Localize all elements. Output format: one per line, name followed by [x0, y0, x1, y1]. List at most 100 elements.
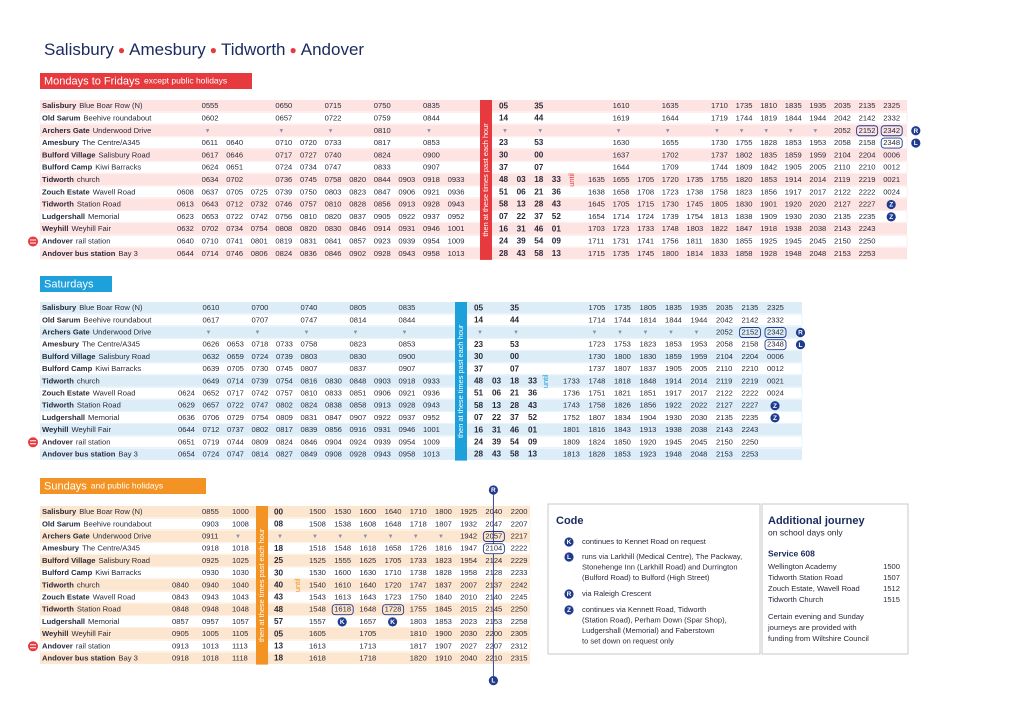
time: 1008	[232, 519, 249, 528]
time: 1928	[760, 249, 777, 258]
time: 1810	[410, 629, 427, 638]
no-stop-arrow: ▼	[788, 128, 794, 134]
time: 1953	[809, 138, 826, 147]
code-icon	[886, 199, 896, 210]
time: 2027	[460, 641, 477, 650]
timetable-row	[39, 210, 908, 223]
time: 1001	[448, 224, 465, 233]
time: 2222	[742, 389, 759, 398]
stop-name: Weyhill	[42, 425, 68, 434]
time: 1905	[665, 364, 682, 373]
stop-name: Weyhill	[42, 224, 68, 233]
no-stop-arrow: ▼	[312, 534, 318, 540]
timetable-row	[40, 652, 530, 664]
time: 0906	[374, 389, 391, 398]
code-icon	[488, 485, 498, 495]
time: 0639	[203, 364, 220, 373]
time: 1525	[309, 556, 326, 565]
time: 2325	[883, 101, 900, 110]
stop-name: Bulford Village	[42, 352, 95, 361]
time: 0722	[227, 401, 244, 410]
time: 2143	[834, 224, 851, 233]
time: 2052	[834, 126, 851, 135]
time: 1655	[613, 175, 630, 184]
time: 0820	[300, 224, 317, 233]
time: 1708	[637, 187, 654, 196]
time: 1755	[736, 138, 753, 147]
time: 0928	[399, 401, 416, 410]
time: 1803	[686, 224, 703, 233]
time: 1802	[736, 150, 753, 159]
stop-label: Zouch Estate Wavell Road	[42, 389, 135, 398]
time: 0742	[252, 389, 269, 398]
time: 0846	[325, 249, 342, 258]
stop-name: Tidworth	[42, 376, 74, 385]
time: 1930	[665, 413, 682, 422]
time: 2200	[511, 507, 528, 516]
time: 1837	[435, 580, 452, 589]
time: 0653	[202, 212, 219, 221]
time: 0937	[423, 212, 440, 221]
time: 0853	[423, 138, 440, 147]
time: 1001	[423, 425, 440, 434]
time: 1823	[736, 187, 753, 196]
time: 2030	[691, 413, 708, 422]
time: 1835	[665, 303, 682, 312]
time: 2152	[742, 328, 759, 337]
additional-stop: Zouch Estate, Wavell Road	[768, 584, 860, 593]
boxed-time	[764, 327, 787, 338]
time: 2014	[691, 376, 708, 385]
title-place: Andover	[301, 40, 365, 59]
stop-detail: The Centre/A345	[82, 340, 140, 349]
stop-label: Bulford Village Salisbury Road	[42, 556, 150, 565]
time: 0734	[226, 224, 243, 233]
time: 0623	[177, 212, 194, 221]
time: 0846	[349, 224, 366, 233]
stop-detail: church	[77, 580, 100, 589]
time: 1738	[686, 187, 703, 196]
time: 0747	[325, 163, 342, 172]
time: 0724	[275, 163, 292, 172]
time: 0739	[275, 187, 292, 196]
time: 0657	[275, 113, 292, 122]
time: 1901	[760, 200, 777, 209]
time: 1745	[686, 200, 703, 209]
stop-detail: Salisbury Road	[98, 352, 150, 361]
time: 0918	[202, 544, 219, 553]
time: 0736	[275, 175, 292, 184]
time: 14	[499, 114, 509, 123]
time: 0744	[227, 437, 244, 446]
time: 48	[274, 605, 284, 614]
timetable-row	[40, 198, 907, 210]
code-letter: K	[340, 619, 345, 626]
time: 1904	[640, 413, 657, 422]
time: 1813	[711, 212, 728, 221]
time: 0908	[325, 450, 342, 459]
time: 1009	[423, 437, 440, 446]
code-description: continues via Kennett Road, Tidworth	[582, 605, 706, 614]
time: 1747	[410, 580, 427, 589]
time: 44	[510, 315, 520, 324]
time: 0855	[202, 507, 219, 516]
stop-label: Amesbury The Centre/A345	[42, 340, 140, 349]
time: 0750	[374, 101, 391, 110]
time: 1710	[410, 507, 427, 516]
time: 1013	[202, 641, 219, 650]
time: 1843	[614, 425, 631, 434]
time: 0817	[276, 425, 293, 434]
time: 0810	[300, 212, 317, 221]
time: 0904	[325, 437, 342, 446]
time: 1548	[334, 544, 351, 553]
no-stop-arrow: ▼	[438, 534, 444, 540]
time: 37	[474, 364, 484, 373]
time: 0843	[172, 593, 189, 602]
time: 0706	[203, 413, 220, 422]
funding-note: Certain evening and Sunday	[768, 612, 864, 621]
time: 46	[534, 224, 544, 233]
time: 0833	[325, 389, 342, 398]
timetable-row	[40, 506, 530, 518]
time: 0652	[203, 389, 220, 398]
time: 1834	[614, 413, 631, 422]
code-letter: L	[491, 678, 495, 685]
title-separator: ●	[118, 43, 125, 57]
